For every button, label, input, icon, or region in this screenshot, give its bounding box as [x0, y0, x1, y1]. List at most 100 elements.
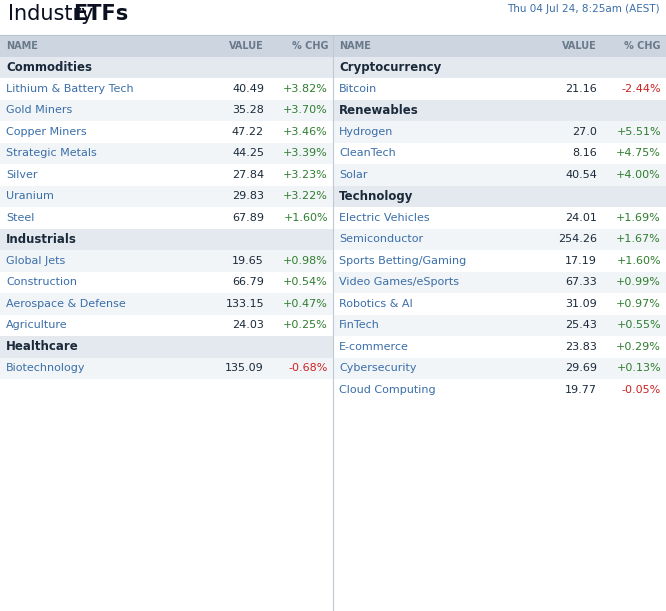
Bar: [0, 271, 333, 293]
Bar: [333, 100, 666, 121]
Text: -0.05%: -0.05%: [622, 385, 661, 395]
Text: CleanTech: CleanTech: [339, 148, 396, 158]
Text: +1.69%: +1.69%: [616, 213, 661, 223]
Bar: [333, 142, 666, 164]
Text: 44.25: 44.25: [232, 148, 264, 158]
Text: 35.28: 35.28: [232, 105, 264, 115]
Text: +3.46%: +3.46%: [283, 126, 328, 137]
Bar: [0, 250, 333, 271]
Bar: [333, 379, 666, 400]
Bar: [333, 357, 666, 379]
Bar: [333, 78, 666, 100]
Text: +0.55%: +0.55%: [616, 320, 661, 331]
Text: Healthcare: Healthcare: [6, 340, 79, 353]
Text: Biotechnology: Biotechnology: [6, 364, 85, 373]
Bar: [333, 250, 666, 271]
Text: 19.65: 19.65: [232, 256, 264, 266]
Text: +1.60%: +1.60%: [283, 213, 328, 223]
Text: E-commerce: E-commerce: [339, 342, 409, 352]
Text: Silver: Silver: [6, 170, 37, 180]
Text: Renewables: Renewables: [339, 104, 419, 117]
Text: +0.25%: +0.25%: [283, 320, 328, 331]
Text: Sports Betting/Gaming: Sports Betting/Gaming: [339, 256, 466, 266]
Text: Lithium & Battery Tech: Lithium & Battery Tech: [6, 84, 134, 93]
Text: Uranium: Uranium: [6, 191, 54, 201]
Text: 67.89: 67.89: [232, 213, 264, 223]
Text: Global Jets: Global Jets: [6, 256, 65, 266]
Bar: [0, 56, 333, 78]
Text: 27.84: 27.84: [232, 170, 264, 180]
Text: 8.16: 8.16: [572, 148, 597, 158]
Text: % CHG: % CHG: [292, 41, 328, 51]
Text: VALUE: VALUE: [562, 41, 597, 51]
Bar: [333, 315, 666, 336]
Bar: [333, 293, 666, 315]
Bar: [0, 78, 333, 100]
Bar: [333, 229, 666, 250]
Bar: [0, 35, 333, 56]
Text: Robotics & AI: Robotics & AI: [339, 299, 413, 309]
Text: +3.82%: +3.82%: [283, 84, 328, 93]
Bar: [0, 142, 333, 164]
Text: Aerospace & Defense: Aerospace & Defense: [6, 299, 126, 309]
Text: Semiconductor: Semiconductor: [339, 234, 423, 244]
Text: 31.09: 31.09: [565, 299, 597, 309]
Text: Gold Miners: Gold Miners: [6, 105, 72, 115]
Bar: [333, 56, 666, 78]
Text: +0.99%: +0.99%: [616, 277, 661, 287]
Text: Hydrogen: Hydrogen: [339, 126, 394, 137]
Text: VALUE: VALUE: [229, 41, 264, 51]
Text: Cloud Computing: Cloud Computing: [339, 385, 436, 395]
Text: +4.75%: +4.75%: [616, 148, 661, 158]
Bar: [333, 35, 666, 56]
Text: 24.01: 24.01: [565, 213, 597, 223]
Bar: [0, 164, 333, 186]
Text: Bitcoin: Bitcoin: [339, 84, 377, 93]
Text: +1.67%: +1.67%: [616, 234, 661, 244]
Text: Agriculture: Agriculture: [6, 320, 68, 331]
Text: 29.83: 29.83: [232, 191, 264, 201]
Bar: [0, 315, 333, 336]
Text: 25.43: 25.43: [565, 320, 597, 331]
Text: +3.23%: +3.23%: [283, 170, 328, 180]
Bar: [0, 293, 333, 315]
Text: Commodities: Commodities: [6, 60, 92, 74]
Text: Copper Miners: Copper Miners: [6, 126, 87, 137]
Text: Industry: Industry: [8, 4, 100, 24]
Text: Industrials: Industrials: [6, 233, 77, 246]
Text: 24.03: 24.03: [232, 320, 264, 331]
Bar: [0, 207, 333, 229]
Text: 67.33: 67.33: [565, 277, 597, 287]
Bar: [333, 336, 666, 357]
Bar: [333, 271, 666, 293]
Text: +0.54%: +0.54%: [283, 277, 328, 287]
Text: -0.68%: -0.68%: [288, 364, 328, 373]
Text: +4.00%: +4.00%: [616, 170, 661, 180]
Text: 29.69: 29.69: [565, 364, 597, 373]
Bar: [0, 100, 333, 121]
Text: +0.13%: +0.13%: [616, 364, 661, 373]
Text: NAME: NAME: [6, 41, 38, 51]
Text: Cybersecurity: Cybersecurity: [339, 364, 416, 373]
Text: Solar: Solar: [339, 170, 368, 180]
Bar: [0, 186, 333, 207]
Text: +3.39%: +3.39%: [283, 148, 328, 158]
Text: 40.54: 40.54: [565, 170, 597, 180]
Text: NAME: NAME: [339, 41, 371, 51]
Text: 254.26: 254.26: [558, 234, 597, 244]
Bar: [333, 164, 666, 186]
Text: 27.0: 27.0: [572, 126, 597, 137]
Text: +0.98%: +0.98%: [283, 256, 328, 266]
Text: Thu 04 Jul 24, 8:25am (AEST): Thu 04 Jul 24, 8:25am (AEST): [507, 4, 660, 14]
Text: 19.77: 19.77: [565, 385, 597, 395]
Bar: [0, 357, 333, 379]
Text: Construction: Construction: [6, 277, 77, 287]
Text: ETFs: ETFs: [73, 4, 129, 24]
Text: +0.47%: +0.47%: [283, 299, 328, 309]
Bar: [0, 336, 333, 357]
Text: +0.97%: +0.97%: [616, 299, 661, 309]
Text: 21.16: 21.16: [565, 84, 597, 93]
Text: +0.29%: +0.29%: [616, 342, 661, 352]
Text: Steel: Steel: [6, 213, 35, 223]
Bar: [0, 121, 333, 142]
